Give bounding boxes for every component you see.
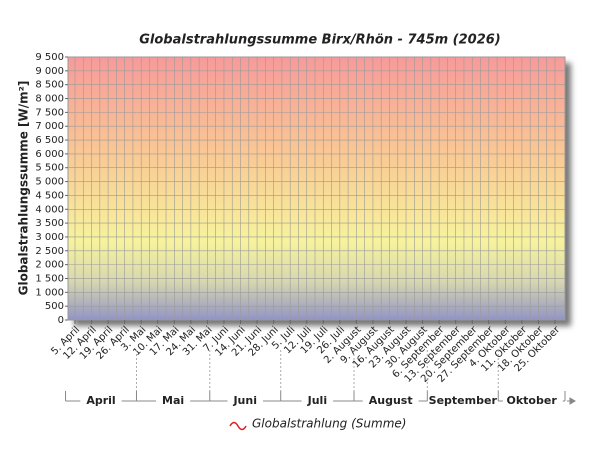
chart-title: Globalstrahlungssumme Birx/Rhön - 745m (… [139, 33, 501, 48]
y-tick-label: 8 000 [35, 94, 64, 105]
y-tick-label: 3 000 [35, 232, 64, 243]
axis-arrow [567, 397, 576, 405]
y-tick-label: 4 500 [35, 190, 64, 201]
y-tick-label: 5 500 [35, 163, 64, 174]
y-tick-label: 7 000 [35, 121, 64, 132]
plot-background [67, 56, 566, 321]
y-tick-label: 7 500 [35, 107, 64, 118]
month-label: Juli [307, 394, 327, 407]
y-tick-label: 2 500 [35, 246, 64, 257]
y-tick-label: 500 [45, 301, 64, 312]
y-tick-label: 4 000 [35, 204, 64, 215]
y-tick-label: 1 000 [35, 287, 64, 298]
y-tick-label: 3 500 [35, 218, 64, 229]
month-label: September [429, 394, 498, 407]
month-label: April [86, 394, 115, 407]
y-tick-label: 2 000 [35, 260, 64, 271]
y-tick-label: 1 500 [35, 273, 64, 284]
y-tick-label: 8 500 [35, 80, 64, 91]
month-label: August [369, 394, 413, 407]
y-tick-label: 9 500 [35, 52, 64, 63]
y-tick-label: 6 500 [35, 135, 64, 146]
month-label: Mai [162, 394, 184, 407]
y-tick-label: 9 000 [35, 66, 64, 77]
y-axis-label: Globalstrahlungssumme [W/m²] [17, 81, 31, 296]
month-label: Oktober [507, 394, 558, 407]
month-label: Juni [232, 394, 257, 407]
legend-label: Globalstrahlung (Summe) [252, 417, 406, 431]
legend-swatch [229, 421, 247, 431]
y-tick-label: 5 000 [35, 177, 64, 188]
y-tick-label: 0 [58, 315, 64, 326]
y-tick-label: 6 000 [35, 149, 64, 160]
